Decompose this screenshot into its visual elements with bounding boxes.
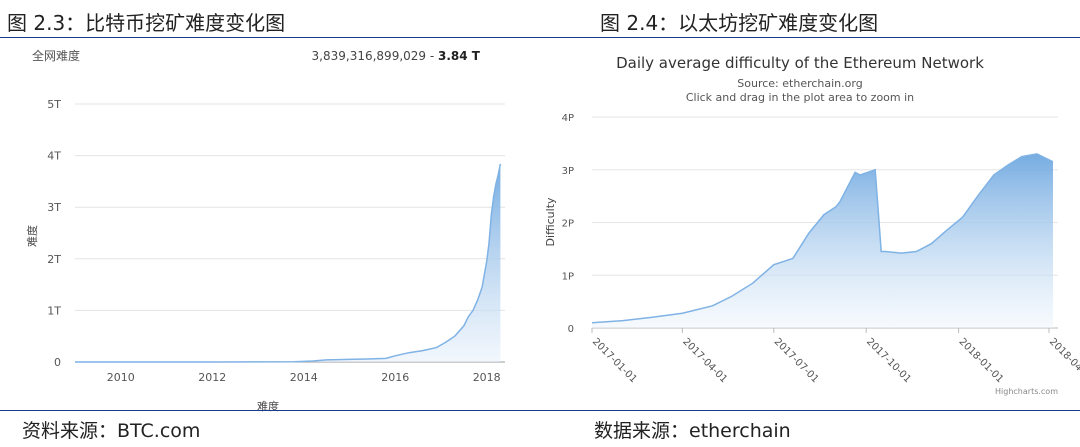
x-tick-label: 2017-07-01	[772, 336, 821, 385]
figure-caption-left: 图 2.3：比特币挖矿难度变化图	[7, 11, 286, 35]
chart-subtitle-zoom: Click and drag in the plot area to zoom …	[686, 91, 914, 104]
y-tick-label: 4T	[47, 150, 61, 163]
x-tick-label: 2017-10-01	[864, 336, 913, 385]
x-tick-label: 2017-04-01	[680, 336, 729, 385]
y-tick-label: 4P	[562, 113, 574, 124]
corner-label: 全网难度	[32, 48, 80, 63]
readout-short: 3.84 T	[438, 49, 481, 63]
btc-difficulty-chart: 全网难度 3,839,316,899,029 - 3.84 T 0 1T 2T 3T 4…	[25, 48, 505, 413]
chart-subtitle-source: Source: etherchain.org	[737, 77, 862, 90]
caption-rule	[0, 37, 1080, 38]
highcharts-credit[interactable]: Highcharts.com	[995, 387, 1058, 396]
x-tick-label: 2018-01-01	[956, 336, 1005, 385]
readout-value: 3,839,316,899,029	[312, 49, 427, 63]
y-tick-label: 2T	[47, 253, 61, 266]
y-axis-label: Difficulty	[544, 197, 557, 247]
y-axis-label: 难度	[25, 225, 39, 247]
y-tick-label: 5T	[47, 98, 61, 111]
y-tick-label: 1P	[562, 271, 574, 282]
x-tick-label: 2010	[107, 371, 135, 384]
eth-series-line	[591, 153, 1054, 324]
btc-series-line	[75, 163, 502, 363]
y-tick-label: 3P	[562, 166, 574, 177]
eth-area-fill	[592, 153, 1053, 328]
y-tick-label: 1T	[47, 304, 61, 317]
btc-area-fill	[75, 163, 501, 362]
x-tick-label: 2018-04-01	[1047, 336, 1080, 385]
source-right: 数据来源：etherchain	[594, 420, 791, 442]
x-axis-label: 难度	[257, 399, 279, 413]
x-tick-label: 2012	[198, 371, 226, 384]
source-left: 资料来源：BTC.com	[22, 420, 201, 442]
source-rule	[0, 410, 1080, 411]
y-tick-label: 0	[54, 356, 61, 369]
y-tick-label: 2P	[562, 219, 574, 230]
difficulty-readout: 3,839,316,899,029 - 3.84 T	[312, 49, 481, 63]
x-tick-label: 2017-01-01	[590, 336, 639, 385]
figure-caption-right: 图 2.4：以太坊挖矿难度变化图	[600, 11, 879, 35]
x-tick-label: 2018	[473, 371, 501, 384]
eth-difficulty-chart: Daily average difficulty of the Ethereum…	[544, 54, 1080, 396]
y-tick-label: 3T	[47, 201, 61, 214]
chart-title: Daily average difficulty of the Ethereum…	[616, 54, 984, 72]
readout-separator: -	[426, 49, 438, 63]
x-tick-label: 2014	[290, 371, 318, 384]
y-tick-label: 0	[568, 324, 574, 335]
x-tick-label: 2016	[381, 371, 409, 384]
